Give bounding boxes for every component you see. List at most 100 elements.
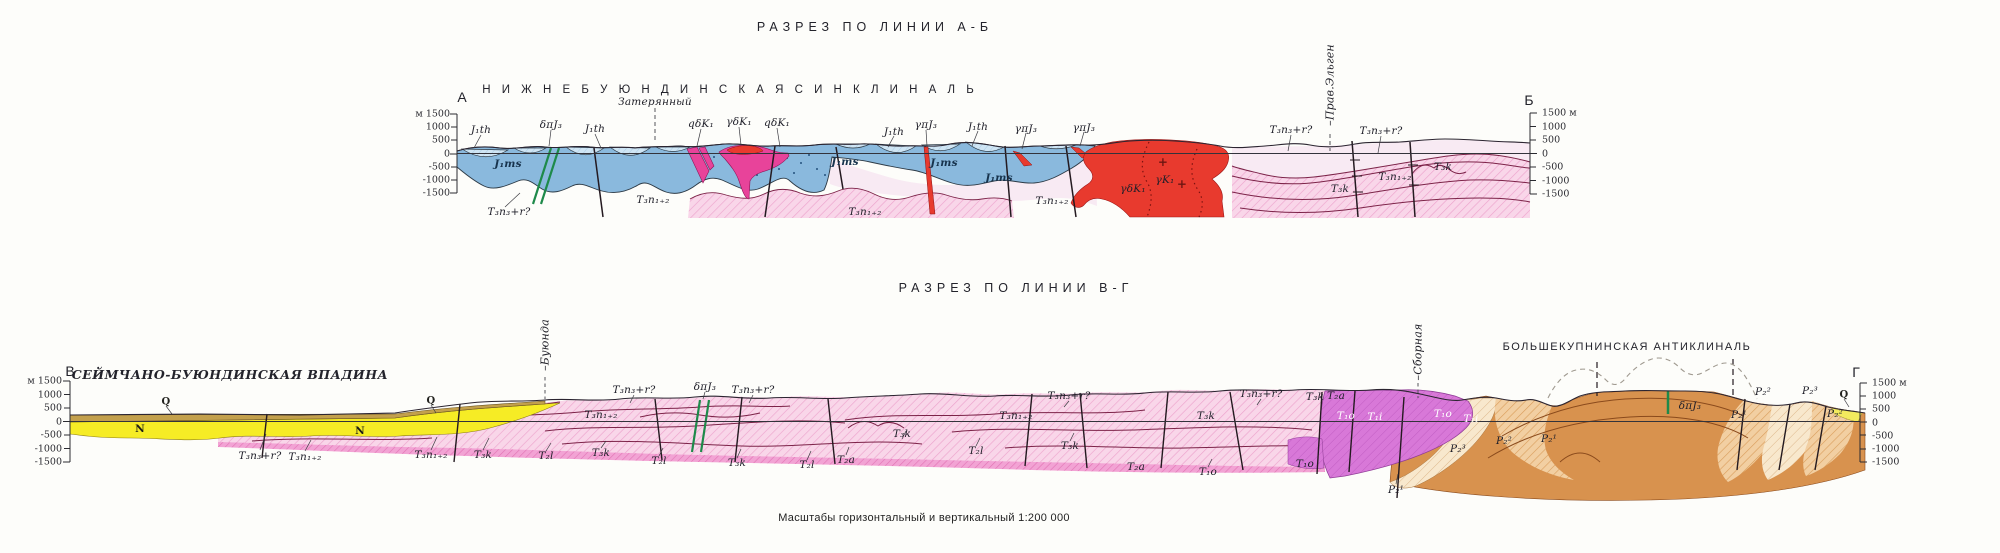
scale-tick-label: 0 [55,416,62,427]
dashed-faults-crest [1596,359,1734,396]
unit-label: P₂² [1754,386,1772,398]
p22-hatch-band-left [1494,398,1574,480]
unit-label: T₃k [892,428,912,440]
gdk1-red-cap [726,145,764,155]
terrain-line-vg [69,388,1866,416]
scale-tick-label: -500 [428,161,450,173]
unit-label: γπJ₃ [914,119,938,131]
section-vg-drawing [63,357,1867,501]
red-intrusion-body [1070,139,1230,218]
unit-label: δπJ₃ [1678,400,1702,412]
t2-bright-pink-band [218,442,1325,473]
unit-label: T₃n₁₊₂ [288,451,322,463]
scale-tick-label: 500 [431,134,450,146]
axis-brackets-vg [63,380,1867,463]
unit-label: T₃k [1060,440,1080,452]
q-tan-unit [69,400,546,423]
scale-tick-label: 0 [443,148,450,160]
river-locator-label: –Буюнда [538,319,552,371]
basin-name-label: СЕЙМЧАНО-БУЮНДИНСКАЯ ВПАДИНА [71,367,389,382]
unit-label: Q [426,395,436,407]
unit-label: P₂¹ [1730,409,1748,421]
location-dashed-lines-vg [544,377,1419,399]
unit-label: P₂³ [1801,385,1819,397]
p23-cream-band-right [1761,401,1817,480]
unit-label: T₃n₃+r? [612,384,656,396]
unit-label: T₃n₁₊₂ [584,409,618,421]
unit-label: T₃k [727,457,747,469]
scale-tick-label: 1000 [37,389,62,400]
t3n12-band-top-line [689,187,1013,202]
green-dikes-ab [531,147,561,205]
unit-label: N [135,423,145,435]
scale-tick-label: -500 [40,429,62,441]
endpoint-marker-b: Б [1524,92,1534,108]
unit-label: T₂a [836,454,856,466]
river-locator-label: –Сборная [1411,323,1425,381]
unit-label: T₂l [651,455,667,467]
axis-brackets-ab [450,112,1537,195]
scale-tick-label: 0 [1542,148,1549,159]
unit-label: γπJ₃ [1014,123,1038,135]
unit-label: J₁ms [930,157,958,169]
unit-label: T₃n₁₊₂ [636,194,670,206]
scale-tick-label: 1500 м [1872,377,1907,389]
syncline-name-label: Н И Ж Н Е Б У Ю Н Д И Н С К А Я С И Н К … [482,84,978,96]
anticline-name-label: БОЛЬШЕКУПНИНСКАЯ АНТИКЛИНАЛЬ [1502,341,1752,353]
unit-label: T₂l [968,445,984,457]
endpoint-marker-v: В [65,363,75,379]
location-dashed-lines-ab [654,108,1331,151]
scale-tick-label: м 1500 [27,375,62,387]
scale-tick-label: -1000 [1872,443,1900,455]
scale-tick-label: 500 [43,402,62,414]
unit-label: Q [161,396,171,408]
scale-tick-label: -1500 [34,456,62,468]
scale-tick-label: -1000 [1542,175,1570,186]
right-fold-lines [1231,153,1531,213]
unit-label: J₁th [883,126,905,138]
unit-label: T₃n₃+r? [1047,390,1091,402]
unit-label: T₁o [1295,458,1315,470]
scale-tick-label: -500 [1542,161,1564,173]
unit-label: T₃k [473,449,493,461]
scale-tick-label: -1000 [34,443,62,454]
section-ab-drawing [450,108,1537,218]
river-locator-label: –Прав.Эльген [1323,44,1337,126]
unit-label: T₁o [1198,466,1218,478]
unit-label: T₂l [799,459,815,471]
scale-tick-label: м 1500 [415,108,450,120]
section-vg-title: РАЗРЕЗ ПО ЛИНИИ В-Г [898,281,1134,295]
p22-hatch-band-far-right [1803,401,1854,476]
unit-label: J₁th [584,123,606,135]
unit-label: T₃k [1433,161,1453,173]
scale-tick-label: 1000 [1872,390,1897,402]
unit-label: qδK₁ [688,118,714,130]
label-leader-lines-ab [473,126,1382,208]
unit-label: T₃n₃+r? [1359,125,1403,137]
unit-label: J₁ms [985,172,1013,184]
unit-label: T₃k [1196,410,1216,422]
unit-label: P₂¹ [1540,433,1558,445]
unit-label: T₁o [1336,410,1356,422]
eroded-crest-dashed-line [1547,357,1758,400]
unit-label: γK₁ [1155,174,1175,186]
scale-tick-label: 500 [1872,403,1891,415]
unit-label: T₂l [538,450,554,462]
scale-tick-label: -1500 [1542,188,1570,200]
scale-caption: Масштабы горизонтальный и вертикальный 1… [778,512,1070,524]
unit-label: T₂a [1326,390,1346,402]
scale-tick-label: 500 [1542,134,1561,146]
scale-tick-label: -500 [1872,430,1894,442]
unit-label: Затерянный [618,96,692,108]
unit-label: T₃k [1305,391,1325,403]
endpoint-marker-a: А [457,89,467,105]
unit-label: P₂¹ [1387,484,1405,496]
unit-label: T₃n₃+r? [1269,124,1313,136]
unit-label: γδK₁ [726,116,752,128]
unit-label: J₁th [470,124,492,136]
right-pale-pink-block [1232,139,1530,178]
scale-tick-label: 1000 [425,121,450,133]
unit-label: T₁i [1463,413,1479,425]
unit-label: N [355,425,365,437]
